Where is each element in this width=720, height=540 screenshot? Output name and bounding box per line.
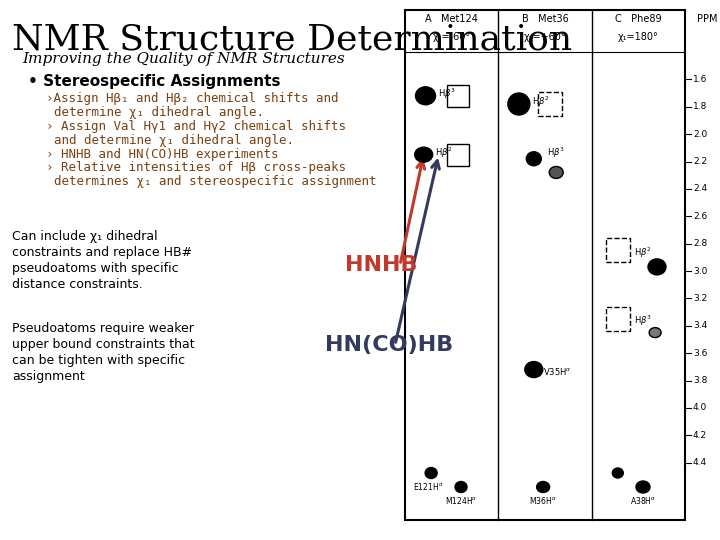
Ellipse shape — [636, 481, 650, 493]
Text: H$\beta^2$: H$\beta^2$ — [532, 95, 549, 109]
Ellipse shape — [455, 482, 467, 492]
Ellipse shape — [549, 166, 563, 178]
Text: E121H$^\alpha$: E121H$^\alpha$ — [413, 481, 444, 492]
Text: and determine χ₁ dihedral angle.: and determine χ₁ dihedral angle. — [54, 134, 294, 147]
Ellipse shape — [648, 259, 666, 275]
Ellipse shape — [415, 87, 436, 105]
Text: χ₁=180°: χ₁=180° — [618, 32, 659, 42]
Text: 3.6: 3.6 — [693, 349, 707, 357]
Text: distance constraints.: distance constraints. — [12, 278, 143, 291]
Text: H$\beta^2$: H$\beta^2$ — [634, 245, 651, 260]
Ellipse shape — [526, 152, 541, 166]
Bar — [447, 144, 469, 166]
Text: › Relative intensities of Hβ cross-peaks: › Relative intensities of Hβ cross-peaks — [46, 161, 346, 174]
Text: constraints and replace HB#: constraints and replace HB# — [12, 246, 192, 259]
Text: 1.8: 1.8 — [693, 102, 707, 111]
Text: Improving the Quality of NMR Structures: Improving the Quality of NMR Structures — [22, 52, 345, 66]
Bar — [606, 307, 631, 331]
Text: Can include χ₁ dihedral: Can include χ₁ dihedral — [12, 230, 158, 243]
Text: H$\beta^2$: H$\beta^2$ — [435, 145, 452, 160]
Bar — [405, 10, 685, 520]
Ellipse shape — [415, 147, 433, 162]
Text: PPM: PPM — [697, 14, 717, 24]
Text: χ₁=+60°: χ₁=+60° — [523, 32, 567, 42]
Text: M36H$^\alpha$: M36H$^\alpha$ — [529, 495, 557, 506]
Bar — [447, 85, 469, 107]
Text: determine χ₁ dihedral angle.: determine χ₁ dihedral angle. — [54, 106, 264, 119]
Text: can be tighten with specific: can be tighten with specific — [12, 354, 185, 367]
Text: 3.2: 3.2 — [693, 294, 707, 303]
Ellipse shape — [425, 468, 437, 478]
Text: V35H$^\alpha$: V35H$^\alpha$ — [543, 366, 572, 377]
Text: 1.6: 1.6 — [693, 75, 707, 84]
Text: 2.6: 2.6 — [693, 212, 707, 221]
Ellipse shape — [649, 328, 661, 338]
Text: assignment: assignment — [12, 370, 85, 383]
Text: 4.4: 4.4 — [693, 458, 707, 467]
Ellipse shape — [508, 93, 530, 115]
Text: ›Assign Hβ₁ and Hβ₂ chemical shifts and: ›Assign Hβ₁ and Hβ₂ chemical shifts and — [46, 92, 338, 105]
Bar — [606, 239, 631, 262]
Text: determines χ₁ and stereospecific assignment: determines χ₁ and stereospecific assignm… — [54, 175, 377, 188]
Text: C   Phe89: C Phe89 — [615, 14, 662, 24]
Text: B   Met36: B Met36 — [521, 14, 568, 24]
Text: Pseudoatoms require weaker: Pseudoatoms require weaker — [12, 322, 194, 335]
Text: NMR Structure Determination: NMR Structure Determination — [12, 22, 572, 56]
Text: 3.4: 3.4 — [693, 321, 707, 330]
Text: • Stereospecific Assignments: • Stereospecific Assignments — [28, 74, 281, 89]
Text: › HNHB and HN(CO)HB experiments: › HNHB and HN(CO)HB experiments — [46, 148, 279, 161]
Text: 2.8: 2.8 — [693, 239, 707, 248]
Text: H$\beta^3$: H$\beta^3$ — [438, 86, 455, 101]
Text: upper bound constraints that: upper bound constraints that — [12, 338, 194, 351]
Text: 2.2: 2.2 — [693, 157, 707, 166]
Ellipse shape — [536, 482, 549, 492]
Text: pseudoatoms with specific: pseudoatoms with specific — [12, 262, 179, 275]
Text: 3.8: 3.8 — [693, 376, 707, 385]
Text: › Assign Val Hγ1 and Hγ2 chemical shifts: › Assign Val Hγ1 and Hγ2 chemical shifts — [46, 120, 346, 133]
Text: 2.4: 2.4 — [693, 184, 707, 193]
Ellipse shape — [612, 468, 624, 478]
Text: M124H$^\alpha$: M124H$^\alpha$ — [445, 495, 477, 506]
Text: HNHB: HNHB — [345, 255, 418, 275]
Text: 4.2: 4.2 — [693, 431, 707, 440]
Text: H$\beta^3$: H$\beta^3$ — [547, 146, 564, 160]
Bar — [538, 92, 562, 116]
Text: A38H$^\alpha$: A38H$^\alpha$ — [630, 495, 656, 506]
Ellipse shape — [525, 362, 543, 377]
Text: H$\beta^3$: H$\beta^3$ — [634, 314, 652, 328]
Text: 3.0: 3.0 — [693, 267, 707, 275]
Text: 2.0: 2.0 — [693, 130, 707, 139]
Text: 4.0: 4.0 — [693, 403, 707, 413]
Text: HN(CO)HB: HN(CO)HB — [325, 335, 454, 355]
Text: χ₁=-60°: χ₁=-60° — [433, 32, 471, 42]
Text: A   Met124: A Met124 — [426, 14, 478, 24]
